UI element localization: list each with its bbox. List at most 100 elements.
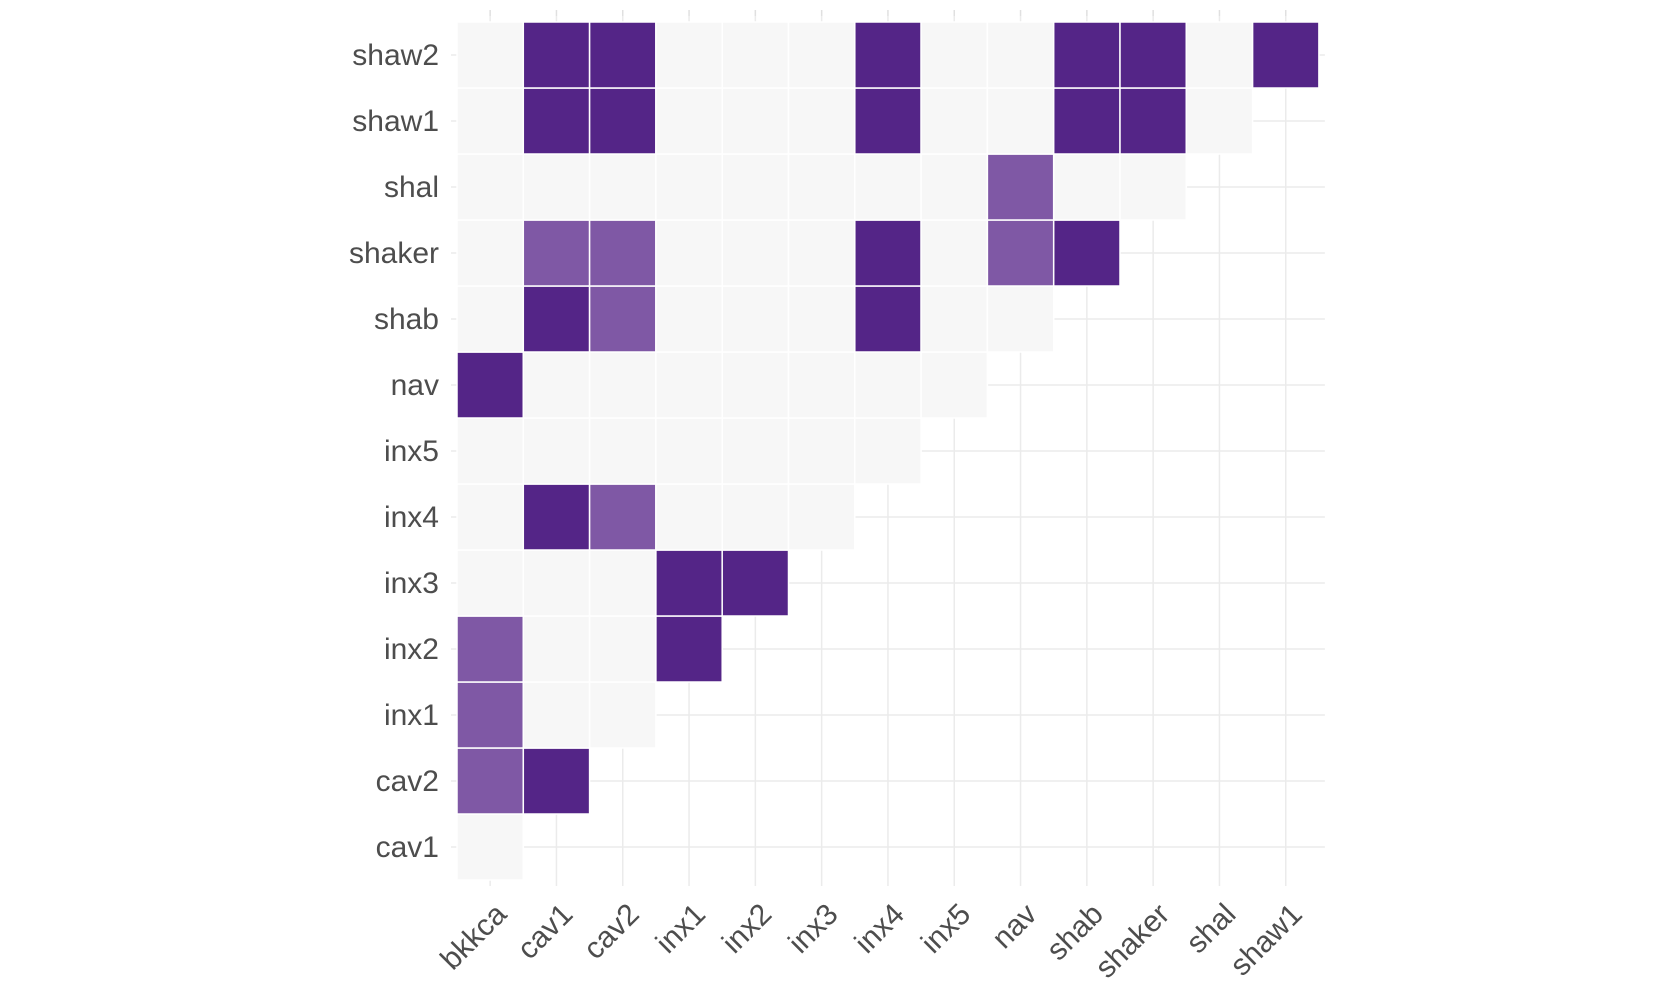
heatmap-cell xyxy=(721,153,790,221)
heatmap-cell xyxy=(655,21,723,89)
heatmap-cell xyxy=(588,285,657,353)
heatmap-cell xyxy=(1185,87,1254,155)
heatmap-cell xyxy=(854,87,922,155)
heatmap-cell xyxy=(1119,21,1188,89)
heatmap-cell xyxy=(655,483,723,551)
heatmap-cell xyxy=(986,21,1055,89)
y-tick-label: cav2 xyxy=(376,765,439,798)
heatmap-cell xyxy=(522,747,591,815)
heatmap-cell xyxy=(787,21,856,89)
y-tick-label: shaw1 xyxy=(352,105,439,138)
heatmap-cell xyxy=(588,483,657,551)
heatmap-cell xyxy=(655,285,723,353)
heatmap-cell xyxy=(456,153,525,221)
heatmap-cell xyxy=(588,681,657,749)
heatmap-cell xyxy=(588,351,657,419)
x-tick-label: shaw1 xyxy=(1224,898,1309,983)
y-tick-label: nav xyxy=(391,369,439,402)
heatmap-cell xyxy=(522,549,591,617)
heatmap-cell xyxy=(721,417,790,485)
x-tick-label: nav xyxy=(986,898,1044,956)
heatmap-cell xyxy=(1119,153,1188,221)
heatmap-cell xyxy=(655,153,723,221)
heatmap-cell xyxy=(456,285,525,353)
heatmap-cell xyxy=(588,21,657,89)
heatmap-cell xyxy=(522,21,591,89)
heatmap-cell xyxy=(655,351,723,419)
heatmap-cell xyxy=(787,483,856,551)
heatmap-cell xyxy=(588,153,657,221)
heatmap-cell xyxy=(522,417,591,485)
heatmap-cell xyxy=(854,285,922,353)
heatmap-cell xyxy=(655,87,723,155)
heatmap-cell xyxy=(522,153,591,221)
heatmap-cell xyxy=(854,21,922,89)
heatmap-cell xyxy=(655,615,723,683)
heatmap-cell xyxy=(1251,21,1320,89)
heatmap-cell xyxy=(456,21,525,89)
heatmap-cell xyxy=(1185,21,1254,89)
heatmap-cell xyxy=(588,549,657,617)
heatmap-cell xyxy=(920,87,989,155)
heatmap-cell xyxy=(787,285,856,353)
heatmap-cell xyxy=(522,285,591,353)
heatmap-cell xyxy=(456,813,525,881)
heatmap-cell xyxy=(456,483,525,551)
heatmap-cell xyxy=(588,219,657,287)
heatmap-cell xyxy=(456,747,525,815)
heatmap-cell xyxy=(986,153,1055,221)
heatmap-cell xyxy=(920,351,989,419)
x-tick-label: inx4 xyxy=(849,898,911,960)
x-tick-label: inx5 xyxy=(915,898,977,960)
x-tick-label: bkkca xyxy=(434,897,513,976)
heatmap-cell xyxy=(522,87,591,155)
y-tick-label: shal xyxy=(384,171,439,204)
heatmap-cell xyxy=(854,219,922,287)
heatmap-cell xyxy=(655,549,723,617)
heatmap-cell xyxy=(655,417,723,485)
heatmap-cell xyxy=(456,87,525,155)
heatmap-cell xyxy=(787,87,856,155)
y-tick-label: inx1 xyxy=(384,699,439,732)
heatmap-cell xyxy=(456,681,525,749)
heatmap-cell xyxy=(721,285,790,353)
x-tick-label: inx1 xyxy=(650,898,712,960)
x-tick-label: cav1 xyxy=(511,898,579,966)
heatmap-cell xyxy=(1052,87,1121,155)
heatmap-cell xyxy=(1052,21,1121,89)
x-tick-label: inx2 xyxy=(716,898,778,960)
heatmap-cell xyxy=(721,21,790,89)
y-tick-label: inx5 xyxy=(384,435,439,468)
x-tick-label: shaker xyxy=(1089,898,1176,985)
cell-layer xyxy=(456,21,1320,881)
heatmap-cell xyxy=(920,21,989,89)
heatmap-cell xyxy=(456,219,525,287)
heatmap-cell xyxy=(986,285,1055,353)
heatmap-cell xyxy=(588,417,657,485)
heatmap-cell xyxy=(588,87,657,155)
heatmap-cell xyxy=(920,153,989,221)
heatmap-cell xyxy=(854,351,922,419)
x-tick-label: inx3 xyxy=(782,898,844,960)
heatmap-cell xyxy=(920,219,989,287)
heatmap-cell xyxy=(854,417,922,485)
heatmap-cell xyxy=(787,219,856,287)
heatmap-cell xyxy=(986,219,1055,287)
heatmap-cell xyxy=(522,351,591,419)
y-tick-label: cav1 xyxy=(376,831,439,864)
heatmap-cell xyxy=(787,351,856,419)
heatmap-cell xyxy=(721,351,790,419)
heatmap-cell xyxy=(456,351,525,419)
heatmap-cell xyxy=(456,417,525,485)
heatmap-cell xyxy=(456,549,525,617)
heatmap-cell xyxy=(1119,87,1188,155)
y-tick-label: inx3 xyxy=(384,567,439,600)
heatmap-cell xyxy=(854,153,922,221)
heatmap-cell xyxy=(1052,219,1121,287)
heatmap-cell xyxy=(456,615,525,683)
heatmap-cell xyxy=(1052,153,1121,221)
heatmap-cell xyxy=(655,219,723,287)
y-tick-label: inx4 xyxy=(384,501,439,534)
